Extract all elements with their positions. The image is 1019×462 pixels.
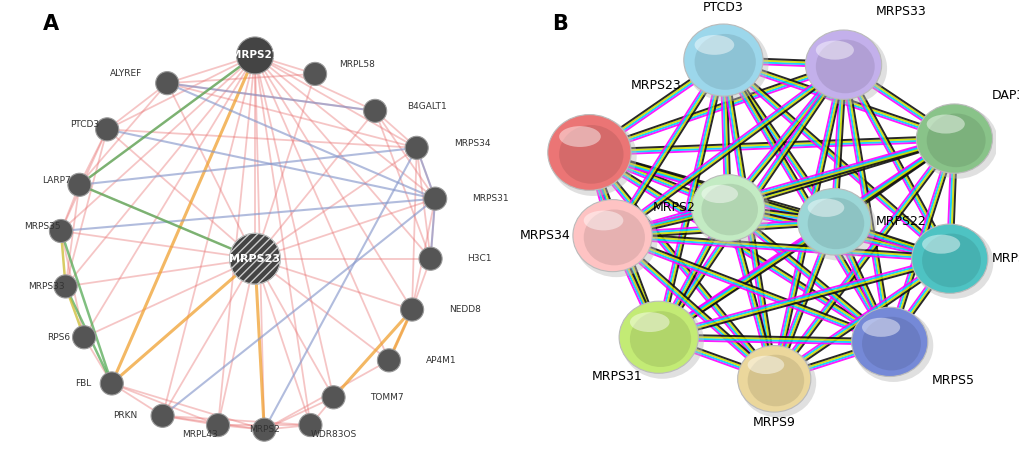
Ellipse shape: [797, 188, 870, 255]
Ellipse shape: [926, 114, 984, 167]
Circle shape: [151, 404, 174, 427]
Circle shape: [54, 275, 77, 298]
Text: PTCD3: PTCD3: [702, 1, 743, 14]
Text: PRKN: PRKN: [113, 411, 138, 420]
Ellipse shape: [558, 126, 600, 147]
Circle shape: [304, 62, 326, 85]
Ellipse shape: [911, 224, 987, 293]
Ellipse shape: [693, 176, 769, 247]
Ellipse shape: [737, 346, 810, 412]
Ellipse shape: [739, 347, 815, 418]
Circle shape: [72, 326, 96, 349]
Ellipse shape: [921, 235, 959, 254]
Text: RPS6: RPS6: [47, 333, 70, 342]
Text: MRPS23: MRPS23: [229, 254, 280, 264]
Text: FBL: FBL: [74, 379, 91, 388]
Text: MRPL43: MRPL43: [181, 430, 217, 438]
Text: H3C1: H3C1: [467, 254, 491, 263]
Text: LARP7: LARP7: [43, 176, 71, 185]
Circle shape: [299, 413, 322, 437]
Text: DAP3: DAP3: [990, 89, 1019, 102]
Text: B: B: [552, 14, 568, 34]
Circle shape: [405, 136, 428, 159]
Text: MRPS33: MRPS33: [875, 6, 925, 18]
Circle shape: [96, 118, 118, 141]
Ellipse shape: [558, 125, 623, 184]
Text: MRPS33: MRPS33: [29, 282, 65, 291]
Ellipse shape: [694, 34, 755, 90]
Circle shape: [400, 298, 423, 321]
Ellipse shape: [807, 198, 863, 249]
Circle shape: [229, 233, 280, 284]
Ellipse shape: [549, 116, 636, 196]
Text: MRPS27: MRPS27: [230, 50, 279, 61]
Ellipse shape: [630, 311, 691, 367]
Ellipse shape: [691, 175, 764, 241]
Text: B4GALT1: B4GALT1: [407, 102, 446, 111]
Text: ALYREF: ALYREF: [109, 69, 142, 79]
Text: MRPS31: MRPS31: [472, 194, 508, 203]
Circle shape: [49, 219, 72, 243]
Ellipse shape: [583, 211, 623, 231]
Text: MRPS22: MRPS22: [875, 215, 925, 228]
Text: MRPS35: MRPS35: [990, 252, 1019, 265]
Circle shape: [363, 99, 386, 122]
Ellipse shape: [853, 309, 932, 382]
Text: MRPS31: MRPS31: [591, 370, 642, 383]
Ellipse shape: [701, 185, 738, 203]
Text: MRPL58: MRPL58: [338, 60, 374, 69]
Ellipse shape: [630, 312, 668, 332]
Ellipse shape: [861, 317, 920, 371]
Ellipse shape: [807, 199, 844, 217]
Text: MRPS35: MRPS35: [24, 222, 60, 231]
Ellipse shape: [815, 40, 874, 93]
Ellipse shape: [694, 35, 734, 55]
Ellipse shape: [913, 226, 993, 299]
Ellipse shape: [851, 307, 927, 377]
Ellipse shape: [926, 115, 964, 134]
Circle shape: [206, 413, 229, 437]
Ellipse shape: [701, 184, 757, 235]
Ellipse shape: [815, 41, 853, 60]
Ellipse shape: [685, 26, 767, 102]
Text: AP4M1: AP4M1: [426, 356, 457, 365]
Ellipse shape: [915, 104, 991, 173]
Ellipse shape: [683, 24, 762, 96]
Text: TOMM7: TOMM7: [370, 393, 404, 402]
Circle shape: [377, 349, 400, 372]
Text: MRPS2: MRPS2: [249, 425, 279, 434]
Text: PTCD3: PTCD3: [70, 120, 99, 129]
Circle shape: [253, 418, 275, 441]
Text: MRPS34: MRPS34: [453, 139, 490, 148]
Ellipse shape: [583, 209, 644, 265]
Ellipse shape: [747, 355, 803, 406]
Ellipse shape: [807, 32, 887, 105]
Circle shape: [423, 187, 446, 210]
Ellipse shape: [547, 115, 631, 190]
Circle shape: [236, 37, 273, 74]
Circle shape: [68, 173, 91, 196]
Ellipse shape: [805, 30, 880, 99]
Text: MRPS2: MRPS2: [652, 201, 695, 214]
Ellipse shape: [861, 318, 899, 337]
Ellipse shape: [619, 301, 698, 373]
Circle shape: [100, 372, 123, 395]
Ellipse shape: [799, 190, 875, 261]
Circle shape: [322, 386, 344, 409]
Text: A: A: [43, 14, 58, 34]
Circle shape: [419, 247, 441, 270]
Text: WDR83OS: WDR83OS: [310, 430, 357, 438]
Ellipse shape: [621, 303, 703, 379]
Ellipse shape: [573, 200, 651, 272]
Circle shape: [156, 72, 178, 95]
Ellipse shape: [921, 234, 980, 287]
Ellipse shape: [747, 356, 784, 374]
Text: MRPS23: MRPS23: [631, 79, 681, 92]
Text: MRPS5: MRPS5: [930, 374, 973, 387]
Ellipse shape: [575, 201, 657, 277]
Text: MRPS9: MRPS9: [752, 416, 795, 429]
Ellipse shape: [917, 106, 997, 179]
Text: MRPS34: MRPS34: [520, 229, 571, 242]
Text: NEDD8: NEDD8: [448, 305, 480, 314]
